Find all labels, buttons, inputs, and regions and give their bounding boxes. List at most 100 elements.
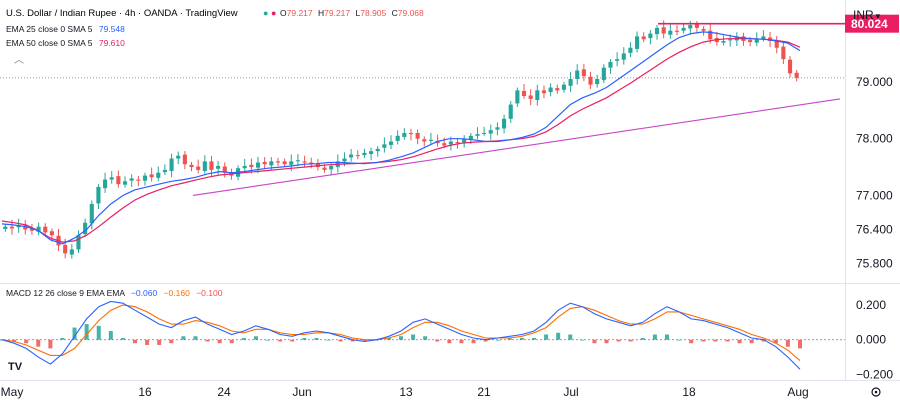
candle-body: [176, 155, 181, 159]
macd-histogram-bar: [411, 334, 416, 340]
candle-body: [515, 90, 520, 104]
time-tick-label: May: [1, 385, 24, 399]
candle-body: [189, 164, 194, 168]
ema50-legend[interactable]: EMA 50 close 0 SMA 5 79.610: [6, 38, 125, 48]
candle-body: [216, 165, 221, 169]
candle-body: [628, 47, 633, 53]
candle-body: [242, 165, 247, 169]
candle-body: [222, 166, 227, 173]
tradingview-logo[interactable]: TV: [8, 361, 23, 373]
macd-histogram-bar: [483, 339, 488, 342]
ema25-legend[interactable]: EMA 25 close 0 SMA 5 79.548: [6, 24, 125, 34]
candle-body: [621, 53, 626, 60]
status-dot-red: ●: [271, 8, 276, 18]
currency-selector[interactable]: INR ▾: [853, 8, 881, 22]
candle-body: [96, 186, 101, 204]
axes: 79.000 78.000 77.000 76.400 75.800 80.024 0.20…: [1, 14, 899, 399]
macd-pane: [0, 300, 845, 370]
ema50-line: [1, 38, 801, 243]
time-tick-label: 24: [217, 385, 231, 399]
macd-histogram-bar: [725, 339, 730, 342]
time-tick-label: 13: [399, 385, 413, 399]
time-tick-label: 18: [682, 385, 696, 399]
candle-body: [548, 87, 553, 93]
candle-body: [388, 141, 394, 145]
candle-body: [641, 36, 646, 40]
candle-body: [575, 70, 580, 80]
candle-body: [9, 226, 15, 229]
candle-body: [482, 132, 487, 134]
macd-histogram-bar: [785, 339, 790, 347]
candle-body: [342, 158, 347, 162]
macd-histogram-bar: [145, 339, 150, 345]
candle-body: [668, 30, 673, 35]
candle-body: [521, 90, 527, 97]
candle-body: [89, 203, 94, 224]
symbol-title[interactable]: U.S. Dollar / Indian Rupee · 4h · OANDA …: [6, 8, 238, 19]
candle-body: [116, 176, 121, 185]
gear-icon[interactable]: [871, 387, 881, 397]
candle-body: [402, 132, 407, 137]
candle-body: [282, 161, 287, 165]
macd-histogram-bar: [350, 339, 355, 342]
candle-body: [295, 160, 300, 162]
time-tick-label: Jun: [292, 385, 311, 399]
macd-histogram-bar: [302, 338, 307, 340]
candle-body: [375, 148, 380, 152]
macd-line: [1, 300, 801, 370]
macd-histogram-bar: [266, 339, 270, 341]
macd-histogram-bar: [169, 339, 174, 344]
candle-body: [422, 139, 427, 142]
macd-histogram-bar: [471, 339, 476, 344]
candle-body: [694, 24, 699, 28]
macd-tick-label: −0.200: [856, 368, 893, 382]
candle-body: [475, 134, 480, 136]
candle-body: [674, 30, 680, 32]
ema25-line: [1, 31, 801, 245]
support-trendline: [192, 98, 841, 197]
candle-body: [362, 152, 367, 156]
collapse-legend-icon[interactable]: ︿: [14, 55, 24, 66]
macd-histogram-bar: [157, 339, 162, 345]
macd-histogram-bar: [133, 339, 137, 344]
macd-tick-label: 0.200: [856, 298, 886, 312]
candle-body: [3, 226, 8, 229]
price-badge-label: 80.024: [851, 17, 888, 31]
candle-body: [654, 27, 660, 35]
candle-series: [3, 20, 799, 259]
macd-histogram-bar: [592, 339, 597, 344]
candle-body: [774, 40, 779, 48]
macd-histogram-bar: [568, 334, 573, 340]
candle-body: [681, 27, 686, 31]
candle-body: [462, 138, 467, 143]
candle-body: [555, 88, 560, 91]
macd-histogram-bar: [386, 338, 391, 340]
candle-body: [535, 90, 540, 101]
candle-body: [76, 235, 81, 250]
candle-body: [329, 165, 334, 170]
macd-histogram-bar: [362, 339, 367, 342]
price-tick-label: 79.000: [856, 75, 893, 89]
candle-body: [289, 161, 294, 165]
macd-histogram-bar: [544, 334, 549, 340]
macd-histogram-bar: [326, 339, 331, 341]
macd-histogram-bar: [72, 327, 77, 340]
candle-body: [661, 27, 666, 34]
candle-body: [528, 95, 533, 99]
macd-histogram-bar: [399, 336, 403, 340]
candle-body: [435, 140, 440, 144]
macd-histogram-bar: [447, 339, 452, 344]
candle-body: [428, 139, 433, 141]
candle-body: [162, 169, 167, 173]
candle-body: [262, 161, 267, 165]
overlay-lines: [0, 22, 845, 245]
macd-legend[interactable]: MACD 12 26 close 9 EMA EMA −0.060 −0.160…: [6, 288, 223, 298]
macd-histogram-bar: [749, 339, 754, 344]
candle-body: [156, 172, 161, 178]
macd-histogram-bar: [532, 338, 536, 340]
macd-histogram-bar: [278, 339, 283, 342]
macd-histogram-bar: [640, 338, 645, 340]
macd-histogram-bar: [60, 338, 65, 340]
